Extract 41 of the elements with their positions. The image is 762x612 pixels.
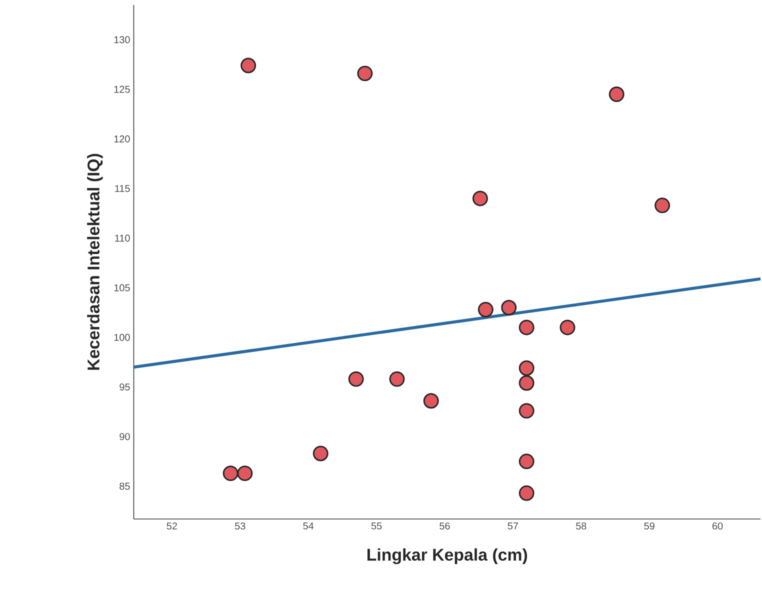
point [312, 446, 328, 462]
x-tick-label: 59 [644, 522, 654, 530]
x-axis-title: Lingkar Kepala (cm) [367, 548, 528, 564]
y-tick-label: 105 [114, 284, 130, 292]
x-tick-label: 52 [166, 522, 177, 530]
y-tick-label: 100 [114, 334, 130, 342]
y-tick-label: 95 [120, 384, 130, 391]
point [357, 66, 373, 82]
y-tick-label: 85 [120, 482, 130, 490]
point [240, 58, 256, 74]
point [423, 393, 439, 409]
x-tick-label: 56 [440, 522, 450, 530]
point [501, 300, 517, 316]
point [518, 403, 534, 419]
point [472, 190, 488, 206]
point [518, 454, 534, 470]
point [389, 371, 405, 387]
point [518, 486, 534, 502]
y-tick-label: 130 [114, 36, 130, 44]
y-tick-label: 110 [115, 234, 130, 242]
y-tick-label: 90 [120, 433, 130, 440]
point [478, 302, 494, 318]
y-tick-label: 125 [114, 86, 130, 93]
x-tick-label: 55 [371, 522, 382, 530]
point [348, 371, 364, 387]
point [518, 375, 534, 391]
point [654, 198, 670, 214]
y-tick-label: 120 [114, 136, 130, 143]
point [608, 86, 624, 102]
x-tick-label: 58 [576, 522, 586, 530]
point [237, 466, 253, 482]
point [222, 466, 238, 482]
point [518, 360, 534, 376]
y-tick-label: 115 [115, 185, 130, 192]
x-tick-label: 60 [712, 522, 723, 530]
x-tick-label: 54 [303, 522, 314, 530]
y-axis-title: Kecerdasan Intelektual (IQ) [87, 154, 103, 370]
point [518, 320, 534, 336]
point [560, 320, 576, 336]
x-tick-label: 53 [235, 522, 246, 530]
x-tick-label: 57 [508, 522, 518, 530]
